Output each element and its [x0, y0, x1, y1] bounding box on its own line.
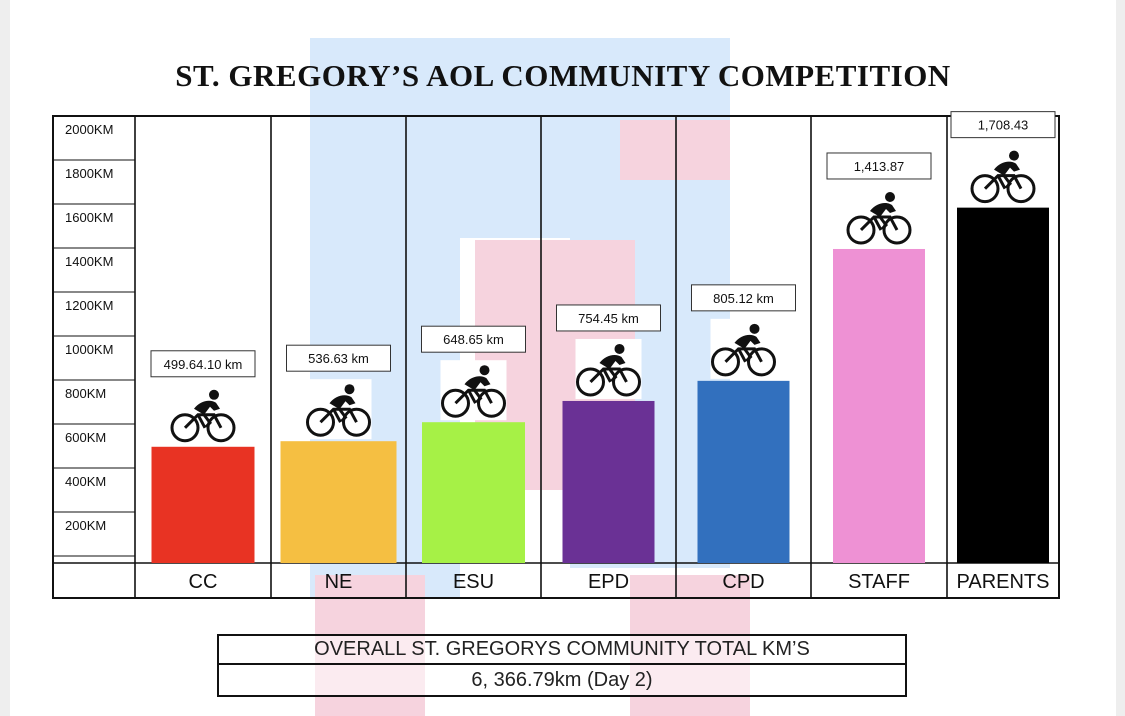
cyclist-icon: [440, 360, 507, 421]
data-label: 1,708.43: [978, 118, 1029, 133]
data-label-box: [950, 111, 1056, 139]
data-label-box: [691, 284, 796, 312]
cyclist-icon: [710, 318, 777, 379]
data-label-box: [421, 325, 526, 353]
chart-frame: 2000KM 1800KM 1600KM 1400KM 1200KM 1000KM 800K…: [52, 111, 1060, 599]
y-tick-label: 1200KM: [65, 298, 113, 313]
total-value: 6, 366.79km (Day 2): [471, 668, 653, 691]
data-label: 805.12 km: [713, 291, 774, 306]
data-label-box: [826, 152, 932, 180]
cyclist-icon: [575, 338, 642, 399]
category-label: NE: [325, 571, 353, 593]
data-label: 499.64.10 km: [164, 357, 243, 372]
category-label: PARENTS: [957, 571, 1050, 593]
bar: [151, 446, 255, 563]
y-tick-label: 200KM: [65, 518, 106, 533]
y-tick-label: 600KM: [65, 430, 106, 445]
bar: [562, 400, 655, 563]
chart-border: [52, 115, 1060, 599]
bar: [422, 422, 525, 563]
poster: ST. GREGORY’S AOL COMMUNITY COMPETITION …: [10, 0, 1116, 716]
total-label-box: OVERALL ST. GREGORYS COMMUNITY TOTAL KM’…: [217, 634, 907, 665]
category-label: CC: [189, 571, 218, 593]
data-label-box: [286, 344, 391, 372]
category-label: CPD: [722, 571, 764, 593]
bar: [697, 380, 790, 563]
y-tick-label: 1400KM: [65, 254, 113, 269]
category-label: ESU: [453, 571, 494, 593]
bar: [833, 248, 925, 564]
category-label: STAFF: [848, 571, 910, 593]
category-label: EPD: [588, 571, 629, 593]
data-label-box: [150, 350, 256, 378]
cyclist-icon: [846, 186, 912, 247]
cyclist-icon: [170, 384, 236, 445]
bar: [280, 441, 397, 563]
cyclist-icon: [970, 145, 1036, 206]
y-tick-label: 1600KM: [65, 210, 113, 225]
total-value-box: 6, 366.79km (Day 2): [217, 665, 907, 697]
y-tick-label: 800KM: [65, 386, 106, 401]
data-label: 648.65 km: [443, 332, 504, 347]
cyclist-icon: [305, 379, 372, 440]
y-tick-label: 1000KM: [65, 342, 113, 357]
watermark-blue-curve: [460, 118, 570, 238]
bar: [957, 207, 1049, 563]
data-label: 536.63 km: [308, 351, 369, 366]
data-label: 1,413.87: [854, 159, 905, 174]
y-tick-label: 400KM: [65, 474, 106, 489]
total-label: OVERALL ST. GREGORYS COMMUNITY TOTAL KM’…: [314, 638, 810, 660]
data-label: 754.45 km: [578, 311, 639, 326]
y-tick-label: 1800KM: [65, 166, 113, 181]
data-label-box: [556, 304, 661, 332]
watermark-pink-top: [620, 120, 730, 180]
chart-title: ST. GREGORY’S AOL COMMUNITY COMPETITION: [175, 58, 951, 93]
y-tick-label: 2000KM: [65, 122, 113, 137]
